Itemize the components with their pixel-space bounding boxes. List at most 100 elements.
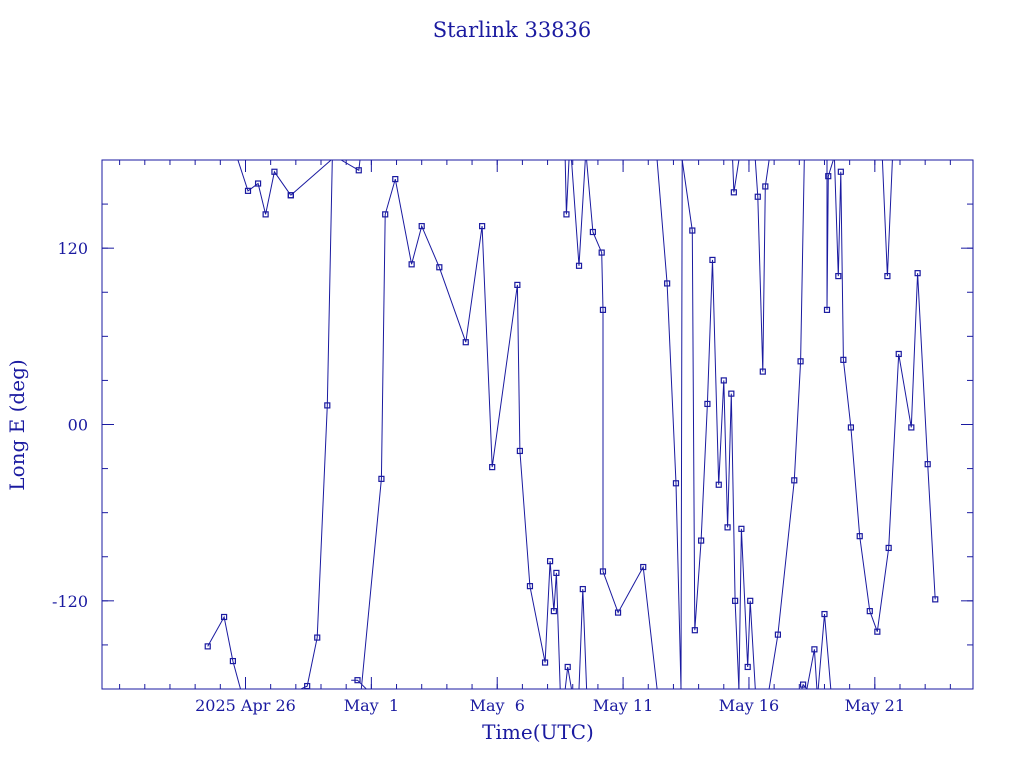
data-point	[720, 377, 727, 384]
data-point	[541, 659, 549, 666]
y-tick-label: 120	[57, 239, 88, 258]
data-point	[254, 180, 262, 187]
data-point	[856, 533, 863, 540]
data-point	[553, 569, 560, 577]
data-point	[392, 176, 399, 183]
series-line	[571, 160, 586, 266]
x-tick-group: 2025 Apr 26 May 1 May 6 May 11 May 16 May 21	[195, 160, 905, 715]
x-tick-label: May 6	[470, 696, 525, 715]
data-point	[546, 558, 554, 565]
data-point	[408, 261, 415, 268]
series-line	[656, 160, 683, 689]
series-line	[738, 528, 756, 689]
data-point	[691, 627, 698, 634]
data-point	[563, 211, 570, 218]
y-tick-label: -120	[52, 592, 88, 611]
data-point	[759, 368, 766, 375]
data-point	[271, 168, 278, 175]
data-point	[738, 525, 745, 532]
series-line	[360, 178, 564, 689]
data-point	[908, 424, 915, 431]
x-tick-label: May 1	[344, 696, 399, 715]
data-point	[885, 544, 892, 552]
data-point	[799, 681, 807, 688]
data-point	[754, 193, 761, 200]
data-point	[579, 585, 586, 593]
chart-title: Starlink 33836	[433, 18, 592, 42]
data-point	[287, 192, 294, 199]
data-point	[479, 223, 486, 230]
data-point	[672, 480, 680, 487]
series-line	[834, 160, 936, 632]
series-line	[768, 160, 805, 689]
series-line	[300, 160, 333, 689]
data-point	[837, 168, 844, 175]
data-point	[314, 634, 321, 641]
data-point	[698, 537, 705, 544]
data-point	[378, 475, 385, 482]
data-point	[550, 608, 557, 615]
data-point	[840, 356, 847, 363]
data-point	[382, 211, 389, 218]
minor-tick-group	[102, 160, 973, 689]
series-line	[817, 614, 832, 689]
data-point	[821, 610, 828, 618]
x-tick-label: 2025 Apr 26	[195, 696, 296, 715]
y-axis-label: Long E (deg)	[5, 359, 29, 490]
series-line	[881, 160, 893, 277]
series-line	[578, 589, 588, 689]
data-point	[514, 281, 521, 289]
data-point	[704, 400, 711, 408]
data-point	[324, 402, 331, 409]
data-point	[847, 424, 855, 431]
x-tick-label: May 21	[845, 696, 905, 715]
series-group	[207, 160, 936, 689]
data-point	[774, 631, 782, 638]
series-line	[290, 160, 342, 196]
x-tick-label: May 11	[593, 696, 653, 715]
data-point	[709, 256, 716, 264]
y-tick-label: 00	[68, 416, 88, 435]
data-point	[599, 306, 607, 313]
data-point	[744, 663, 751, 671]
data-point	[418, 223, 425, 230]
data-point	[895, 350, 902, 358]
data-point	[884, 272, 891, 280]
data-point	[204, 643, 211, 650]
data-point	[811, 646, 818, 653]
data-point	[664, 280, 671, 287]
y-tick-group: 120 00 -120	[52, 239, 973, 611]
plot-frame	[101, 159, 974, 690]
data-point	[866, 608, 873, 615]
data-point	[598, 249, 605, 256]
data-point	[564, 663, 571, 671]
data-point	[614, 609, 622, 616]
data-point	[599, 568, 607, 575]
series-line	[207, 615, 241, 689]
series-line	[586, 160, 658, 689]
data-point	[728, 390, 735, 397]
data-point	[304, 682, 311, 690]
data-point	[589, 228, 596, 236]
data-point	[835, 272, 842, 280]
data-point	[724, 524, 731, 531]
data-point	[825, 173, 832, 180]
series-line	[351, 679, 367, 689]
data-point	[640, 563, 647, 571]
data-point	[462, 339, 469, 346]
series-line	[237, 160, 292, 215]
x-axis-label: Time(UTC)	[482, 720, 594, 744]
data-point	[747, 597, 754, 604]
data-point	[791, 477, 798, 484]
marker-group	[204, 167, 939, 690]
series-line	[340, 160, 361, 172]
data-point	[575, 262, 583, 269]
data-point	[516, 447, 523, 455]
data-point	[715, 481, 722, 488]
data-point	[244, 187, 252, 194]
data-point	[924, 461, 931, 468]
series-line	[564, 160, 570, 215]
data-point	[229, 657, 237, 665]
data-point	[526, 583, 534, 590]
